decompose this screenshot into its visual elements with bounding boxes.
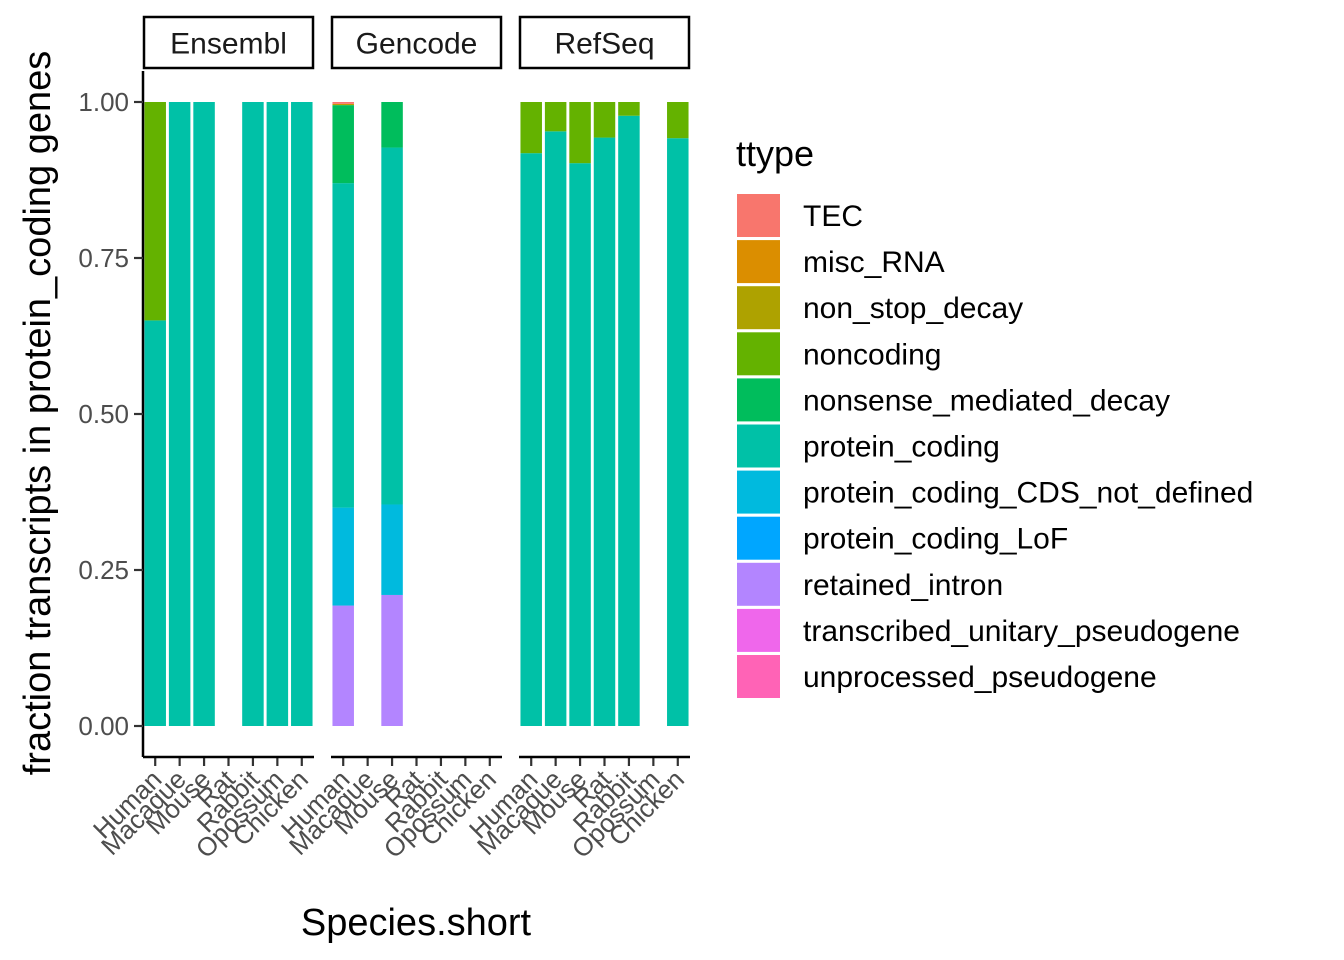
legend-key-retained-intron: [737, 562, 780, 606]
bar-gencode-mouse-retained-intron: [381, 594, 403, 726]
legend-label-transcribed-unitary-pseudogene: transcribed_unitary_pseudogene: [803, 615, 1240, 648]
legend-key-unprocessed-pseudogene: [737, 655, 780, 698]
legend: ttype TEC misc_RNA non_stop_decay noncoding…: [736, 133, 1253, 698]
legend-label-protein-coding-lof: protein_coding_LoF: [803, 523, 1068, 556]
bar-refseq-rat-noncoding: [593, 102, 616, 138]
bar-gencode-mouse-nonsense-mediated-decay: [381, 102, 403, 148]
bar-ensembl-opossum-protein-coding: [266, 102, 289, 726]
legend-label-non-stop-decay: non_stop_decay: [803, 292, 1023, 325]
y-axis-title: fraction transcripts in protein_coding g…: [17, 51, 59, 776]
bar-gencode-human-non-stop-decay: [332, 104, 354, 106]
bar-refseq-mouse-noncoding: [569, 102, 591, 164]
bar-ensembl-rabbit-protein-coding: [242, 102, 264, 726]
bar-refseq-rabbit-protein-coding: [618, 115, 640, 726]
y-tick-label: 0.00: [78, 711, 129, 741]
legend-label-protein-coding: protein_coding: [803, 431, 1000, 464]
bar-ensembl-human-noncoding: [144, 102, 166, 321]
bar-gencode-human-misc-rna: [332, 103, 354, 105]
bar-gencode-human-protein-coding-cds-not-defined: [332, 507, 354, 606]
strip-refseq: [518, 15, 691, 70]
legend-title: ttype: [736, 133, 814, 174]
legend-key-protein-coding-cds-not-defined: [737, 470, 780, 514]
bar-refseq-rat-protein-coding: [593, 137, 616, 726]
strip-label-refseq: RefSeq: [554, 28, 654, 61]
y-tick-label: 1.00: [78, 87, 129, 117]
legend-key-noncoding: [737, 332, 780, 376]
legend-label-misc-rna: misc_RNA: [803, 246, 945, 279]
legend-label-unprocessed-pseudogene: unprocessed_pseudogene: [803, 661, 1157, 694]
legend-label-protein-coding-cds-not-defined: protein_coding_CDS_not_defined: [803, 477, 1253, 510]
bar-refseq-chicken-protein-coding: [667, 138, 689, 726]
legend-key-non-stop-decay: [737, 286, 780, 330]
strip-ensembl: [142, 15, 315, 70]
legend-key-nonsense-mediated-decay: [737, 378, 780, 422]
bar-gencode-mouse-protein-coding-cds-not-defined: [381, 504, 403, 595]
bar-gencode-human-nonsense-mediated-decay: [332, 105, 354, 184]
bar-gencode-human-tec: [332, 102, 354, 104]
y-tick-label: 0.50: [78, 399, 129, 429]
legend-label-noncoding: noncoding: [803, 338, 941, 371]
bar-refseq-rabbit-noncoding: [618, 102, 640, 116]
plot-area: EnsemblHumanMacaqueMouseRatRabbitOpossum…: [87, 15, 691, 864]
bar-gencode-human-protein-coding: [332, 183, 354, 508]
y-tick-label: 0.75: [78, 243, 129, 273]
strip-label-gencode: Gencode: [356, 28, 478, 61]
bar-ensembl-mouse-protein-coding: [193, 102, 215, 726]
strip-label-ensembl: Ensembl: [170, 28, 287, 61]
y-tick-label: 0.25: [78, 555, 129, 585]
bar-refseq-mouse-protein-coding: [569, 163, 591, 727]
legend-key-transcribed-unitary-pseudogene: [737, 608, 780, 652]
bar-refseq-macaque-noncoding: [544, 102, 567, 132]
legend-key-protein-coding: [737, 424, 780, 468]
legend-key-misc-rna: [737, 240, 780, 284]
bar-ensembl-human-protein-coding: [144, 320, 166, 726]
bar-refseq-chicken-noncoding: [667, 102, 689, 139]
legend-key-protein-coding-lof: [737, 516, 780, 560]
bar-refseq-human-noncoding: [520, 102, 542, 154]
x-axis-title: Species.short: [301, 902, 532, 944]
bar-ensembl-chicken-protein-coding: [291, 102, 313, 726]
bar-gencode-human-retained-intron: [332, 605, 354, 726]
panel-refseq: RefSeqHumanMacaqueMouseRatRabbitOpossumC…: [463, 15, 691, 864]
bar-gencode-mouse-protein-coding: [381, 147, 403, 505]
legend-key-tec: [737, 194, 780, 237]
legend-label-tec: TEC: [803, 200, 863, 233]
bar-refseq-human-protein-coding: [520, 153, 542, 727]
strip-gencode: [330, 15, 503, 70]
legend-label-retained-intron: retained_intron: [803, 569, 1003, 602]
y-axis: 0.00 0.25 0.50 0.75 1.00: [78, 71, 145, 757]
legend-label-nonsense-mediated-decay: nonsense_mediated_decay: [803, 384, 1170, 417]
bar-refseq-macaque-protein-coding: [544, 131, 567, 726]
bar-ensembl-macaque-protein-coding: [168, 102, 191, 726]
